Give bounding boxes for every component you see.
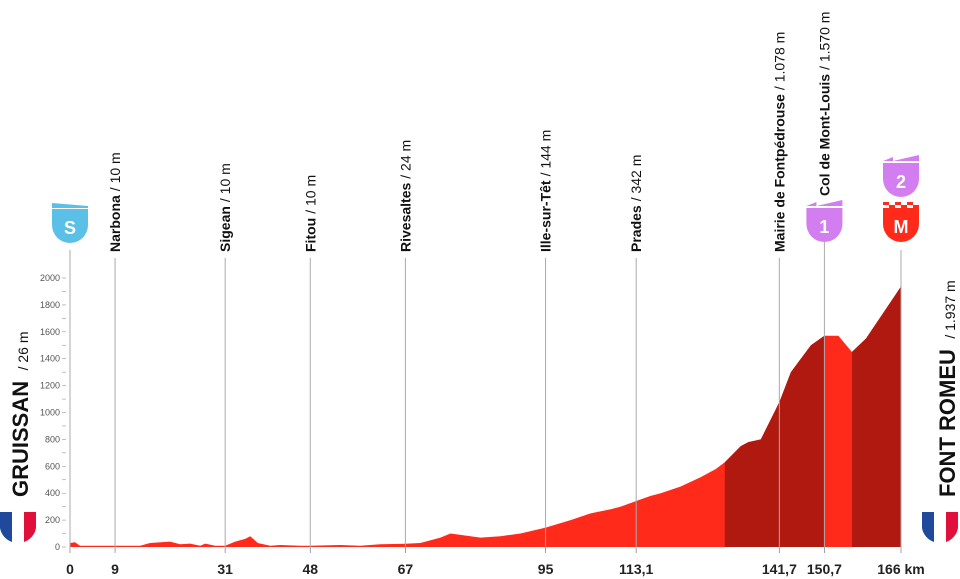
x-tick-label: 166 km bbox=[877, 561, 924, 577]
elevation-area bbox=[70, 286, 901, 547]
y-tick-label: 400 bbox=[45, 488, 60, 498]
x-tick-label: 67 bbox=[398, 561, 414, 577]
checker bbox=[901, 205, 907, 208]
waypoint-name: Narbona bbox=[107, 195, 123, 252]
y-tick-label: 0 bbox=[55, 542, 60, 552]
waypoint-alt: / 1.570 m bbox=[816, 12, 832, 70]
x-tick-label: 150,7 bbox=[807, 561, 842, 577]
flag-shape bbox=[883, 155, 919, 161]
checker bbox=[895, 202, 901, 205]
x-tick-label: 31 bbox=[217, 561, 233, 577]
x-tick-label: 0 bbox=[66, 561, 74, 577]
checker bbox=[907, 202, 913, 205]
finish-text: FONT ROMEU / 1.937 m bbox=[935, 280, 960, 497]
waypoint-text: Sigean / 10 m bbox=[217, 163, 233, 252]
waypoint-label: Col de Mont-Louis / 1.570 m bbox=[816, 12, 832, 196]
waypoint-name: Sigean bbox=[217, 206, 233, 252]
france-flag-start bbox=[0, 512, 36, 546]
waypoint-text: Mairie de Fontpédrouse / 1.078 m bbox=[771, 32, 787, 252]
waypoint-alt: / 10 m bbox=[302, 175, 318, 214]
x-tick-label: 95 bbox=[538, 561, 554, 577]
waypoint-text: Narbona / 10 m bbox=[107, 152, 123, 252]
climb-section bbox=[724, 335, 825, 547]
waypoint-label: Mairie de Fontpédrouse / 1.078 m bbox=[771, 32, 787, 252]
france-flag-finish bbox=[922, 512, 958, 546]
waypoint-label: Sigean / 10 m bbox=[217, 163, 233, 252]
start-alt: / 26 m bbox=[15, 332, 31, 371]
shield-shape bbox=[806, 208, 843, 242]
marker-label: S bbox=[64, 218, 76, 238]
start-marker-icon: S bbox=[52, 203, 88, 243]
waypoint-name: Prades bbox=[628, 205, 644, 252]
shield-shape bbox=[52, 209, 88, 243]
waypoint-name: Ille-sur-Têt bbox=[538, 180, 554, 252]
shield-shape bbox=[883, 208, 919, 242]
waypoint-label: Ille-sur-Têt / 144 m bbox=[538, 130, 554, 252]
x-tick-label: 9 bbox=[111, 561, 119, 577]
waypoint-name: Rivesaltes bbox=[397, 183, 413, 252]
marker-label: M bbox=[894, 217, 909, 237]
waypoint-text: Rivesaltes / 24 m bbox=[397, 140, 413, 252]
waypoint-alt: / 10 m bbox=[217, 163, 233, 202]
y-tick-label: 1200 bbox=[40, 381, 60, 391]
waypoint-label: Rivesaltes / 24 m bbox=[397, 140, 413, 252]
finish-marker-icon: M bbox=[883, 202, 919, 242]
y-tick-label: 200 bbox=[45, 515, 60, 525]
waypoint-alt: / 1.078 m bbox=[771, 32, 787, 90]
shield-shape bbox=[883, 163, 919, 197]
waypoint-alt: / 10 m bbox=[107, 152, 123, 191]
finish-name: FONT ROMEU bbox=[935, 349, 960, 497]
marker-label: 2 bbox=[896, 172, 906, 192]
waypoint-name: Mairie de Fontpédrouse bbox=[771, 94, 787, 252]
flag-shape bbox=[52, 203, 88, 208]
waypoint-text: Col de Mont-Louis / 1.570 m bbox=[816, 12, 832, 196]
waypoint-label: Narbona / 10 m bbox=[107, 152, 123, 252]
waypoint-text: Prades / 342 m bbox=[628, 155, 644, 252]
flag-shape bbox=[806, 200, 843, 206]
waypoint-alt: / 342 m bbox=[628, 155, 644, 202]
waypoint-name: Col de Mont-Louis bbox=[816, 74, 832, 196]
kom-marker-icon: 1 bbox=[806, 200, 843, 242]
x-tick-label: 141,7 bbox=[762, 561, 797, 577]
start-name: GRUISSAN bbox=[8, 381, 33, 497]
y-tick-label: 1400 bbox=[40, 354, 60, 364]
start-label: GRUISSAN / 26 m bbox=[8, 332, 33, 497]
y-tick-label: 600 bbox=[45, 461, 60, 471]
waypoint-text: Ille-sur-Têt / 144 m bbox=[538, 130, 554, 252]
climb-section bbox=[851, 286, 901, 547]
y-tick-label: 2000 bbox=[40, 273, 60, 283]
kom-marker-icon: 2 bbox=[883, 155, 919, 197]
checker bbox=[883, 202, 889, 205]
finish-alt: / 1.937 m bbox=[942, 280, 958, 338]
waypoint-label: Prades / 342 m bbox=[628, 155, 644, 252]
checker bbox=[913, 205, 919, 208]
y-tick-label: 800 bbox=[45, 434, 60, 444]
checker bbox=[889, 205, 895, 208]
waypoint-alt: / 24 m bbox=[397, 140, 413, 179]
y-tick-label: 1000 bbox=[40, 408, 60, 418]
x-tick-label: 48 bbox=[303, 561, 319, 577]
waypoint-label: Fitou / 10 m bbox=[302, 175, 318, 252]
waypoint-alt: / 144 m bbox=[538, 130, 554, 177]
y-tick-label: 1800 bbox=[40, 300, 60, 310]
marker-label: 1 bbox=[819, 217, 829, 237]
y-tick-label: 1600 bbox=[40, 327, 60, 337]
waypoint-name: Fitou bbox=[302, 218, 318, 252]
x-tick-label: 113,1 bbox=[619, 561, 653, 577]
finish-label: FONT ROMEU / 1.937 m bbox=[935, 280, 960, 497]
waypoint-text: Fitou / 10 m bbox=[302, 175, 318, 252]
start-text: GRUISSAN / 26 m bbox=[8, 332, 33, 497]
